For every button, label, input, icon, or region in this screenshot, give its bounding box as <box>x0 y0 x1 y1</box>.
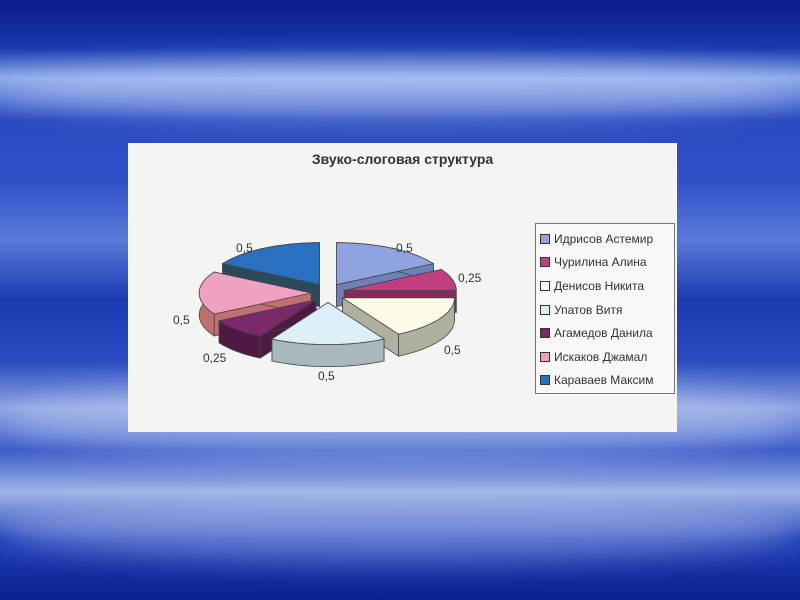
cloud-band <box>0 500 800 560</box>
legend-label: Караваев Максим <box>554 373 654 388</box>
data-label: 0,25 <box>203 351 227 365</box>
legend-label: Чурилина Алина <box>554 255 647 270</box>
legend-swatch <box>540 280 550 291</box>
legend-swatch <box>540 351 550 362</box>
legend-item: Агамедов Данила <box>540 321 674 345</box>
legend-item: Упатов Витя <box>540 298 674 322</box>
legend-item: Идрисов Астемир <box>540 227 674 251</box>
data-label: 0,5 <box>236 241 253 255</box>
cloud-band <box>0 60 800 120</box>
pie-chart <box>198 242 457 368</box>
legend-swatch <box>540 375 550 386</box>
pie-slice <box>198 271 312 315</box>
legend: Идрисов Астемир Чурилина Алина Денисов Ник… <box>535 223 675 394</box>
pie-slice <box>335 242 435 286</box>
legend-label: Денисов Никита <box>554 278 645 293</box>
legend-label: Упатов Витя <box>554 302 623 317</box>
pie-slice <box>221 242 321 286</box>
legend-swatch <box>540 257 550 268</box>
legend-swatch <box>540 328 550 339</box>
pie-slice <box>270 302 386 346</box>
chart-area: Звуко-слоговая структура Идрисов Астемир… <box>128 143 677 432</box>
legend-swatch <box>540 304 550 315</box>
legend-swatch <box>540 233 550 244</box>
legend-label: Идрисов Астемир <box>554 231 654 246</box>
legend-item: Караваев Максим <box>540 369 674 393</box>
legend-label: Искаков Джамал <box>554 349 648 364</box>
data-label: 0,5 <box>396 241 413 255</box>
data-label: 0,25 <box>458 271 482 285</box>
pie-slice <box>218 299 317 337</box>
legend-label: Агамедов Данила <box>554 326 653 341</box>
data-label: 0,5 <box>444 343 461 357</box>
chart-title: Звуко-слоговая структура <box>311 151 494 167</box>
pie-slice <box>344 269 457 291</box>
pie-slice <box>341 297 455 335</box>
legend-item: Искаков Джамал <box>540 345 674 369</box>
legend-item: Чурилина Алина <box>540 251 674 275</box>
data-label: 0,5 <box>173 313 190 327</box>
legend-item: Денисов Никита <box>540 274 674 298</box>
data-label: 0,5 <box>318 369 335 383</box>
